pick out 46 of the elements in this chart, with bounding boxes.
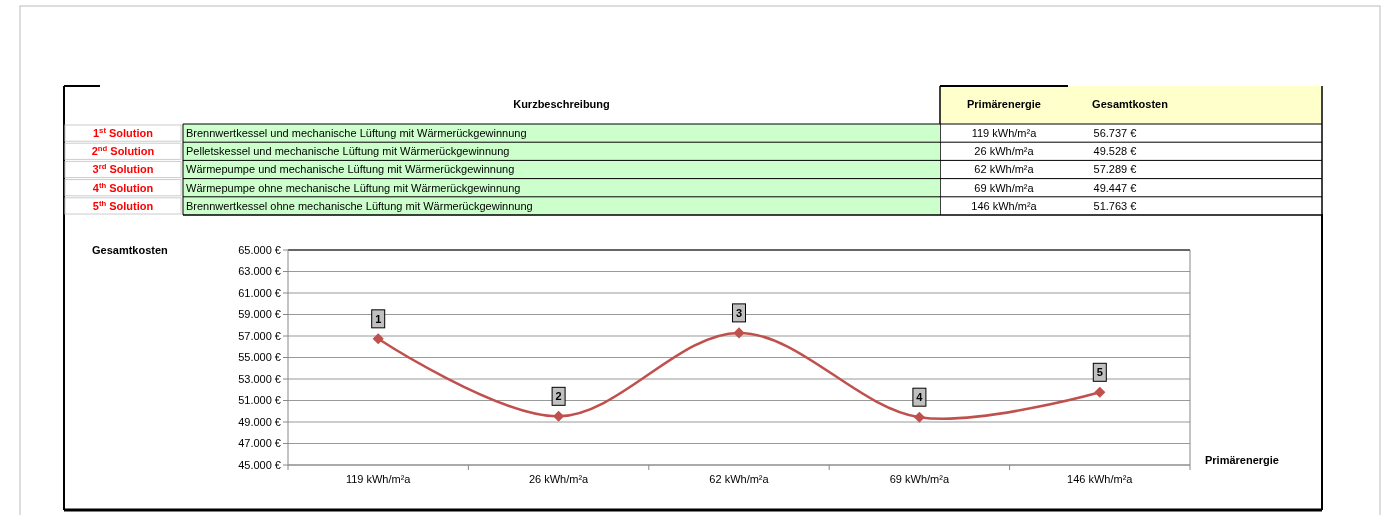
annotation: 2 xyxy=(555,390,562,403)
x-tick-label: 69 kWh/m²a xyxy=(889,473,950,485)
text: Brennwertkessel ohne mechanische Lüftung mit Wärmerückgewinnung xyxy=(186,199,533,212)
category-label: 5$^{th}$ Solution xyxy=(92,198,154,212)
annotation: 5 xyxy=(1096,366,1103,379)
x-tick-label: 26 kWh/m²a xyxy=(528,473,590,485)
text: Primärenergie xyxy=(967,98,1041,110)
category-label: 4$^{th}$ Solution xyxy=(92,180,154,194)
y-tick-label: 61.000 € xyxy=(238,286,281,299)
text: 49.447 € xyxy=(1093,181,1137,194)
y-tick-label: 45.000 € xyxy=(238,458,281,471)
text: Kurzbeschreibung xyxy=(513,98,610,110)
y-tick-label: 59.000 € xyxy=(238,308,281,321)
y-tick-label: 57.000 € xyxy=(238,329,281,342)
text: 56.737 € xyxy=(1093,127,1137,139)
text: 49.528 € xyxy=(1093,145,1137,158)
text: Wärmepumpe ohne mechanische Lüftung mit Wärmerückgewinnung xyxy=(186,181,521,194)
category-label: 1$^{st}$ Solution xyxy=(92,125,154,139)
y-tick-label: 55.000 € xyxy=(238,351,281,364)
x-tick-label: 119 kWh/m²a xyxy=(345,473,412,485)
text: 51.763 € xyxy=(1093,199,1137,212)
y-axis-title: Gesamtkosten xyxy=(92,244,169,256)
annotation: 3 xyxy=(735,306,743,319)
text: 69 kWh/m²a xyxy=(974,181,1035,194)
text: 146 kWh/m²a xyxy=(971,199,1038,212)
y-tick-label: 47.000 € xyxy=(238,437,281,450)
category-label: 3$^{rd}$ Solution xyxy=(92,161,154,176)
text: 119 kWh/m²a xyxy=(971,127,1038,139)
y-tick-label: 63.000 € xyxy=(238,265,281,278)
category-label: 2$^{nd}$ Solution xyxy=(91,143,155,158)
text: Brennwertkessel und mechanische Lüftung mit Wärmerückgewinnung xyxy=(186,127,527,139)
text: Wärmepumpe und mechanische Lüftung mit Wärmerückgewinnung xyxy=(186,163,515,176)
y-tick-label: 53.000 € xyxy=(238,372,281,385)
text: 26 kWh/m²a xyxy=(974,145,1035,158)
y-tick-label: 51.000 € xyxy=(238,394,281,407)
y-tick-label: 49.000 € xyxy=(238,415,281,428)
text: 57.289 € xyxy=(1093,163,1137,176)
x-axis-title: Primärenergie xyxy=(1205,454,1279,466)
text: Gesamtkosten xyxy=(1092,98,1169,110)
annotation: 4 xyxy=(916,391,924,404)
y-tick-label: 65.000 € xyxy=(238,243,281,256)
text: 62 kWh/m²a xyxy=(974,163,1035,176)
annotation: 1 xyxy=(375,312,382,325)
x-tick-label: 146 kWh/m²a xyxy=(1067,473,1134,485)
text: Pelletskessel und mechanische Lüftung mit Wärmerückgewinnung xyxy=(186,145,510,158)
x-tick-label: 62 kWh/m²a xyxy=(709,473,770,485)
